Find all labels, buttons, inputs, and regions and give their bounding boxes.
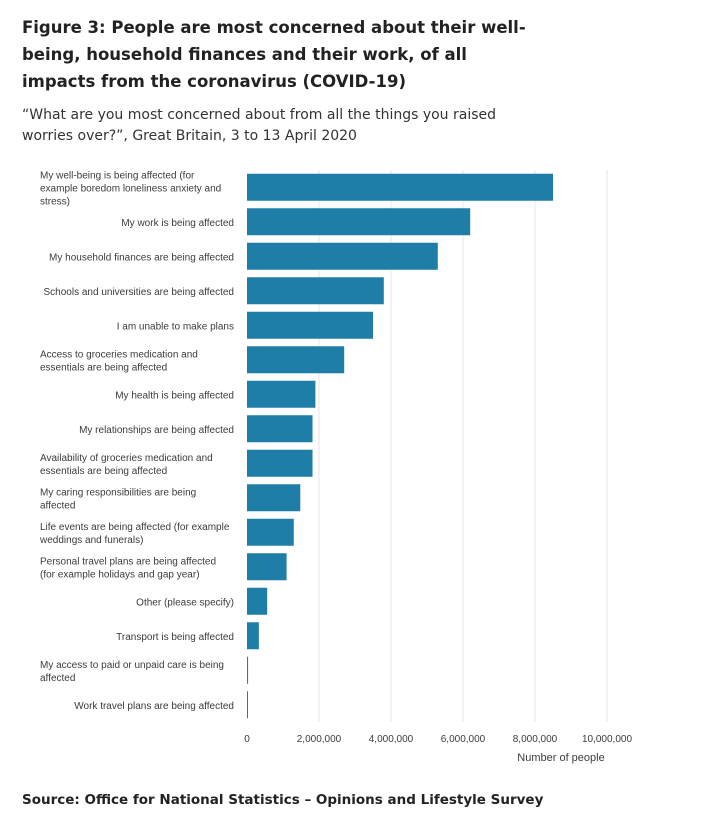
category-label: My relationships are being affected: [79, 425, 234, 436]
bars: [247, 173, 553, 719]
source-note: Source: Office for National Statistics –…: [22, 792, 544, 808]
category-label: Transport is being affected: [116, 632, 234, 643]
category-label: Personal travel plans are being affected…: [40, 556, 216, 580]
x-tick-label: 2,000,000: [297, 734, 342, 745]
x-tick-label: 10,000,000: [582, 734, 632, 745]
category-label: My caring responsibilities are being affe…: [40, 487, 196, 511]
bar: [247, 622, 259, 650]
x-tick-label: 6,000,000: [441, 734, 486, 745]
bar: [247, 553, 287, 581]
x-tick-label: 8,000,000: [513, 734, 558, 745]
chart-title: Figure 3: People are most concerned abou…: [22, 18, 526, 91]
x-tick-label: 4,000,000: [369, 734, 414, 745]
bar: [247, 484, 301, 512]
x-axis-ticks: 0 2,000,000 4,000,000 6,000,000 8,000,000 10,…: [244, 734, 632, 745]
bar: [247, 208, 471, 236]
bar: [247, 380, 316, 408]
category-label: My work is being affected: [121, 218, 234, 229]
bar: [247, 415, 313, 443]
bar: [247, 518, 294, 546]
bar: [247, 173, 553, 201]
x-tick-label: 0: [244, 734, 250, 745]
category-label: My well-being is being affected (for exam…: [40, 170, 221, 207]
bar: [247, 311, 373, 339]
chart-subtitle: “What are you most concerned about from …: [22, 107, 497, 144]
category-label: I am unable to make plans: [117, 321, 234, 332]
category-label: Schools and universities are being affec…: [44, 287, 235, 298]
category-label: My household finances are being affected: [49, 252, 234, 263]
bar: [247, 346, 345, 374]
bar: [247, 691, 248, 719]
bar: [247, 587, 268, 615]
category-label: Work travel plans are being affected: [74, 701, 234, 712]
category-labels: My well-being is being affected (for exam…: [39, 170, 234, 712]
bar: [247, 656, 249, 684]
category-label: Life events are being affected (for exam…: [39, 522, 230, 546]
category-label: Other (please specify): [136, 597, 234, 608]
bar: [247, 242, 438, 270]
category-label: Availability of groceries medication and…: [40, 453, 213, 477]
bar: [247, 449, 313, 477]
category-label: Access to groceries medication and essent…: [40, 349, 198, 373]
category-label: My health is being affected: [115, 390, 234, 401]
category-label: My access to paid or unpaid care is bein…: [40, 660, 224, 684]
bar: [247, 277, 384, 305]
x-axis-title: Number of people: [517, 752, 604, 764]
